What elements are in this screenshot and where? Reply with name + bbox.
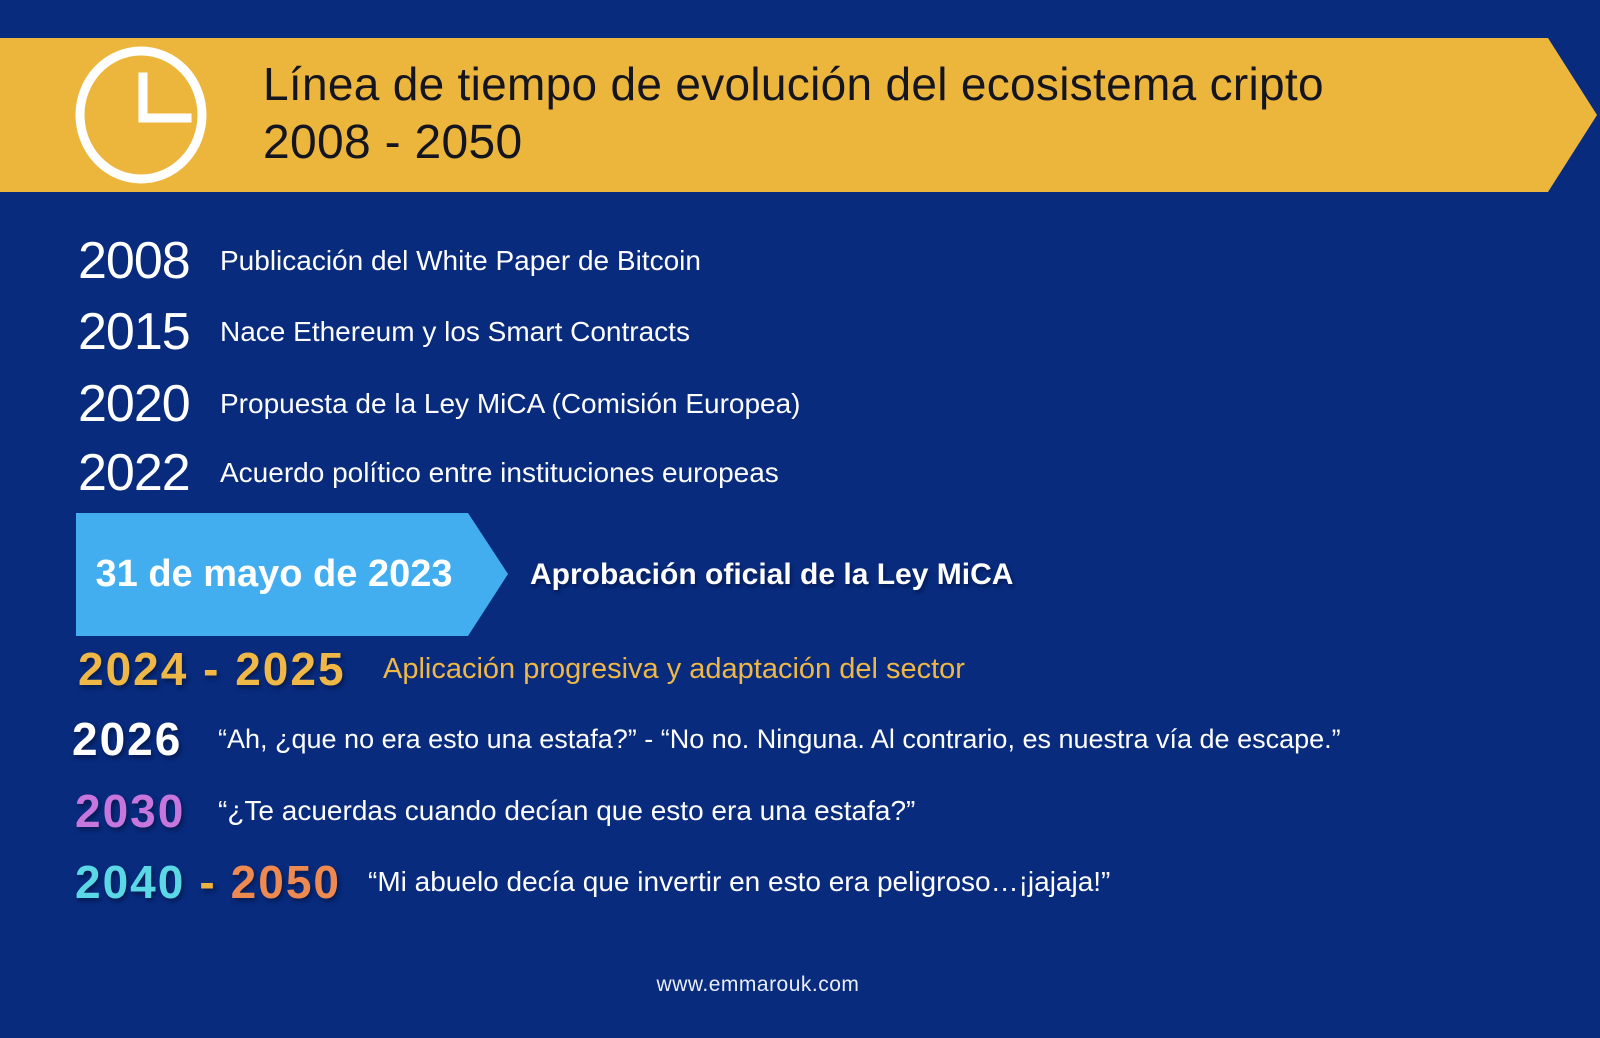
- future-event-row: 2026 “Ah, ¿que no era esto una estafa?” …: [0, 710, 1600, 768]
- future-event-year: 2024 - 2025: [78, 643, 346, 695]
- timeline-event-row: 2015 Nace Ethereum y los Smart Contracts: [0, 304, 1600, 360]
- event-description: Nace Ethereum y los Smart Contracts: [220, 316, 690, 347]
- future-event-year: 2030: [75, 785, 186, 837]
- page-title-line2: 2008 - 2050: [263, 116, 523, 169]
- era-description: “Mi abuelo decía que invertir en esto er…: [368, 866, 1111, 897]
- page-title-line1: Línea de tiempo de evolución del ecosist…: [263, 58, 1324, 110]
- future-event-row: 2024 - 2025 Aplicación progresiva y adap…: [0, 640, 1600, 698]
- event-year: 2008: [78, 232, 191, 290]
- era-start-year: 2040: [75, 856, 186, 908]
- timeline-event-row: 2020 Propuesta de la Ley MiCA (Comisión …: [0, 376, 1600, 432]
- timeline-event-row: 2022 Acuerdo político entre institucione…: [0, 445, 1600, 501]
- event-description: Propuesta de la Ley MiCA (Comisión Europ…: [220, 388, 801, 419]
- era-row: 2040-2050 “Mi abuelo decía que invertir …: [0, 853, 1600, 911]
- era-end-year: 2050: [230, 856, 342, 908]
- milestone-arrow-banner: 31 de mayo de 2023: [76, 513, 508, 636]
- clock-icon: [75, 46, 207, 184]
- event-year: 2022: [78, 444, 191, 502]
- future-event-row: 2030 “¿Te acuerdas cuando decían que est…: [0, 782, 1600, 840]
- footer-website: www.emmarouk.com: [656, 973, 860, 996]
- future-event-description: “Ah, ¿que no era esto una estafa?” - “No…: [218, 724, 1341, 754]
- milestone-date: 31 de mayo de 2023: [95, 553, 453, 595]
- milestone-description: Aprobación oficial de la Ley MiCA: [530, 557, 1014, 591]
- header-banner: Línea de tiempo de evolución del ecosist…: [0, 38, 1597, 192]
- event-year: 2015: [78, 303, 191, 361]
- page-title: Línea de tiempo de evolución del ecosist…: [263, 55, 1324, 173]
- future-event-description: Aplicación progresiva y adaptación del s…: [383, 653, 965, 685]
- era-years: 2040-2050: [75, 853, 341, 923]
- event-year: 2020: [78, 375, 191, 433]
- era-separator: -: [199, 856, 217, 908]
- future-event-year: 2026: [72, 713, 183, 765]
- future-event-description: “¿Te acuerdas cuando decían que esto era…: [218, 795, 916, 826]
- event-description: Publicación del White Paper de Bitcoin: [220, 245, 701, 276]
- event-description: Acuerdo político entre instituciones eur…: [220, 457, 779, 488]
- timeline-event-row: 2008 Publicación del White Paper de Bitc…: [0, 233, 1600, 289]
